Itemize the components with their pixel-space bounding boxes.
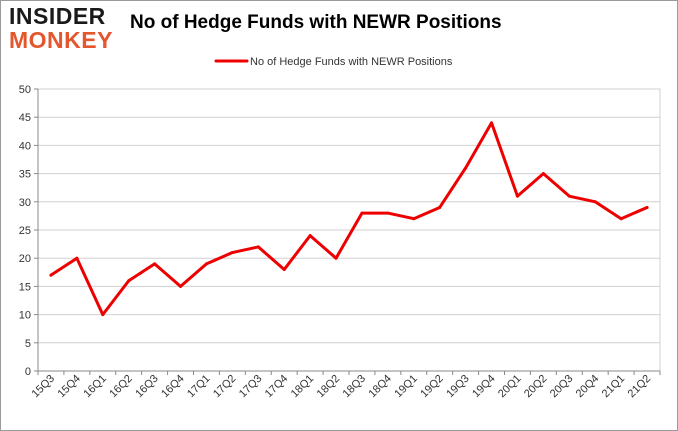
data-point — [204, 262, 208, 266]
x-tick-label: 19Q2 — [418, 373, 446, 401]
y-tick-label: 15 — [19, 281, 31, 293]
data-point — [179, 284, 183, 288]
y-tick-label: 40 — [19, 140, 31, 152]
x-tick-label: 21Q1 — [600, 373, 628, 401]
data-point — [438, 205, 442, 209]
y-tick-label: 5 — [25, 338, 31, 350]
data-point — [75, 256, 79, 260]
x-tick-label: 15Q4 — [55, 373, 83, 401]
data-point — [360, 211, 364, 215]
y-tick-label: 45 — [19, 112, 31, 124]
y-tick-label: 50 — [19, 84, 31, 96]
data-point — [386, 211, 390, 215]
x-tick-label: 20Q2 — [522, 373, 550, 401]
y-tick-label: 10 — [19, 310, 31, 322]
logo-line-insider: INSIDER — [9, 3, 106, 29]
data-point — [490, 121, 494, 125]
data-point — [645, 205, 649, 209]
y-tick-label: 35 — [19, 169, 31, 181]
data-point — [412, 217, 416, 221]
x-tick-label: 18Q3 — [341, 373, 369, 401]
y-tick-label: 25 — [19, 225, 31, 237]
x-tick-label: 15Q3 — [30, 373, 58, 401]
x-tick-label: 20Q3 — [548, 373, 576, 401]
data-point — [567, 194, 571, 198]
y-tick-label: 0 — [25, 366, 31, 378]
data-point — [593, 200, 597, 204]
chart-title: No of Hedge Funds with NEWR Positions — [130, 12, 502, 33]
data-point — [49, 273, 53, 277]
data-point — [541, 172, 545, 176]
x-tick-label: 17Q1 — [185, 373, 213, 401]
data-point — [464, 166, 468, 170]
x-tick-label: 17Q2 — [211, 373, 239, 401]
legend-label: No of Hedge Funds with NEWR Positions — [250, 56, 453, 68]
x-tick-label: 19Q3 — [444, 373, 472, 401]
data-point — [282, 267, 286, 271]
insider-monkey-logo: INSIDER MONKEY — [9, 4, 127, 54]
data-point — [101, 313, 105, 317]
x-tick-label: 21Q2 — [626, 373, 654, 401]
x-tick-label: 16Q4 — [159, 373, 187, 401]
y-tick-label: 20 — [19, 253, 31, 265]
data-point — [308, 234, 312, 238]
x-tick-label: 17Q4 — [263, 373, 291, 401]
x-tick-label: 20Q1 — [496, 373, 524, 401]
x-tick-label: 16Q1 — [81, 373, 109, 401]
data-point — [334, 256, 338, 260]
logo-line-monkey: MONKEY — [9, 27, 113, 53]
data-point — [515, 194, 519, 198]
data-point — [127, 279, 131, 283]
x-tick-label: 16Q3 — [133, 373, 161, 401]
x-tick-label: 20Q4 — [574, 373, 602, 401]
y-tick-label: 30 — [19, 197, 31, 209]
x-tick-label: 18Q2 — [315, 373, 343, 401]
x-tick-label: 18Q4 — [366, 373, 394, 401]
x-tick-label: 17Q3 — [237, 373, 265, 401]
data-point — [619, 217, 623, 221]
data-point — [230, 251, 234, 255]
data-point — [256, 245, 260, 249]
x-tick-label: 18Q1 — [289, 373, 317, 401]
x-tick-label: 19Q1 — [392, 373, 420, 401]
x-tick-label: 19Q4 — [470, 373, 498, 401]
data-point — [153, 262, 157, 266]
x-tick-label: 16Q2 — [107, 373, 135, 401]
series-line — [49, 121, 649, 317]
